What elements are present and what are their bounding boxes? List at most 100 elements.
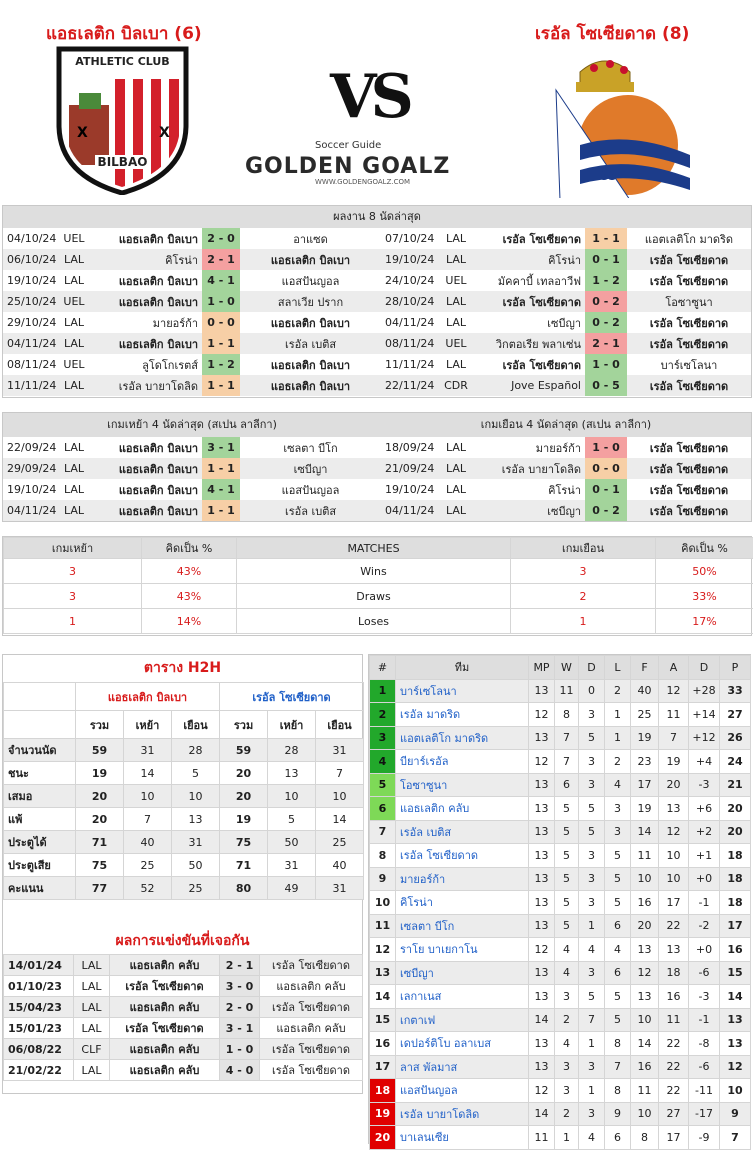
summary-label: Loses (237, 609, 511, 634)
standings-position: 10 (370, 891, 396, 915)
standings-mp: 13 (529, 961, 555, 985)
summary-header-row: เกมเหย้า คิดเป็น % MATCHES เกมเยือน คิดเ… (4, 538, 753, 559)
match-away-team: เรอัล โซเซียดาด (627, 333, 751, 354)
standings-position: 18 (370, 1079, 396, 1103)
h2h-result-competition: LAL (74, 1060, 110, 1081)
h2h-sub-3: รวม (220, 711, 268, 739)
h2h-results-title: ผลการแข่งขันที่เจอกัน (3, 928, 362, 954)
h2h-stat-label: ประตูเสีย (4, 854, 76, 877)
h2h-stat-label: ประตูได้ (4, 831, 76, 854)
standings-d: 3 (579, 844, 605, 868)
match-home-team: แอธเลติก บิลเบา (89, 291, 202, 312)
standings-gd: -6 (689, 961, 720, 985)
match-away-team: เรอัล โซเซียดาด (627, 500, 751, 521)
summary-home-pct: 43% (142, 584, 237, 609)
standings-f: 12 (631, 961, 659, 985)
standings-w: 4 (555, 938, 579, 962)
standings-gd: -9 (689, 1126, 720, 1150)
match-score: 4 - 1 (202, 479, 240, 500)
standings-l: 6 (605, 961, 631, 985)
match-score: 0 - 2 (585, 291, 627, 312)
standings-l: 2 (605, 679, 631, 703)
standings-points: 21 (720, 773, 751, 797)
match-away-team: แอธเลติก บิลเบา (240, 354, 381, 375)
away-crest: SS (550, 50, 690, 198)
standings-team: แอตเลติโก มาดริด (396, 726, 529, 750)
match-date: 22/11/24 (381, 375, 441, 396)
match-away-team: แอตเลติโก มาดริด (627, 228, 751, 249)
h2h-result-home: แอธเลติก คลับ (110, 1039, 220, 1060)
standings-w: 7 (555, 750, 579, 774)
summary-home-count: 1 (4, 609, 142, 634)
standings-l: 6 (605, 914, 631, 938)
standings-team: เกตาเฟ (396, 1008, 529, 1032)
standings-mp: 13 (529, 726, 555, 750)
standings-team: เรอัล บายาโดลิด (396, 1102, 529, 1126)
standings-gd: +2 (689, 820, 720, 844)
match-away-team: อาแซด (240, 228, 381, 249)
standings-f: 10 (631, 1102, 659, 1126)
h2h-stat-value: 20 (76, 785, 124, 808)
h2h-result-competition: LAL (74, 997, 110, 1018)
h2h-result-score: 2 - 0 (220, 997, 260, 1018)
home-crest-sub: BILBAO (95, 155, 150, 169)
standings-a: 13 (659, 938, 689, 962)
standings-points: 14 (720, 985, 751, 1009)
st-h-d: D (579, 656, 605, 680)
match-score: 3 - 1 (202, 437, 240, 458)
standings-l: 4 (605, 773, 631, 797)
match-score: 1 - 1 (585, 228, 627, 249)
standings-l: 3 (605, 820, 631, 844)
match-home-team: คิโรน่า (471, 479, 585, 500)
standings-gd: +12 (689, 726, 720, 750)
h2h-sub-1: เหย้า (124, 711, 172, 739)
standings-f: 40 (631, 679, 659, 703)
away-team-title: เรอัล โซเซียดาด (8) (535, 20, 689, 47)
standings-points: 20 (720, 820, 751, 844)
match-away-team: เรอัล โซเซียดาด (627, 249, 751, 270)
standings-header-row: # ทีม MP W D L F A D P (370, 656, 751, 680)
match-competition: LAL (59, 333, 89, 354)
standings-d: 5 (579, 985, 605, 1009)
h2h-result-score: 1 - 0 (220, 1039, 260, 1060)
standings-points: 24 (720, 750, 751, 774)
match-score: 0 - 2 (585, 312, 627, 333)
standings-team: แอธเลติก คลับ (396, 797, 529, 821)
match-home-team: มายอร์ก้า (471, 437, 585, 458)
match-competition: LAL (441, 479, 471, 500)
standings-mp: 12 (529, 703, 555, 727)
standings-mp: 13 (529, 914, 555, 938)
standings-position: 7 (370, 820, 396, 844)
standings-points: 12 (720, 1055, 751, 1079)
standings-team: มายอร์ก้า (396, 867, 529, 891)
h2h-result-away: เรอัล โซเซียดาด (260, 1060, 363, 1081)
standings-l: 5 (605, 891, 631, 915)
match-home-team: Jove Español (471, 375, 585, 396)
standings-w: 7 (555, 726, 579, 750)
match-competition: UEL (59, 354, 89, 375)
h2h-sub-2: เยือน (172, 711, 220, 739)
standings-gd: +0 (689, 867, 720, 891)
h2h-stat-value: 7 (124, 808, 172, 831)
standings-a: 10 (659, 844, 689, 868)
standings-mp: 13 (529, 985, 555, 1009)
h2h-stat-value: 52 (124, 877, 172, 900)
standings-mp: 13 (529, 844, 555, 868)
standings-l: 5 (605, 985, 631, 1009)
match-home-team: แอธเลติก บิลเบา (89, 479, 202, 500)
standings-d: 0 (579, 679, 605, 703)
